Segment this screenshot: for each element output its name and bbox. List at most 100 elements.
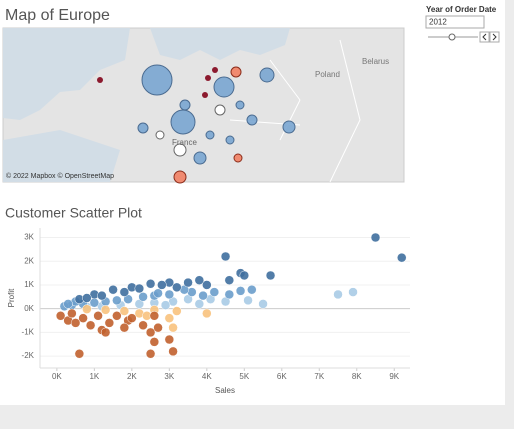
map-bubble [155, 130, 165, 140]
point [149, 311, 160, 321]
point [67, 308, 77, 319]
point [265, 270, 276, 281]
map-bubble [214, 104, 226, 116]
point [164, 334, 175, 345]
chart-title: Customer Scatter Plot [5, 205, 142, 221]
map-label: Belarus [362, 57, 389, 66]
map-bubble [259, 67, 275, 83]
x-tick-label: 6K [277, 372, 287, 381]
point [149, 337, 160, 347]
point [333, 289, 343, 300]
map-bubble [225, 135, 235, 145]
map-bubble [282, 120, 296, 134]
point [258, 299, 268, 309]
point [348, 287, 358, 297]
point [85, 320, 96, 331]
map-bubble [230, 66, 242, 78]
x-tick-label: 5K [239, 372, 249, 381]
point [145, 279, 156, 289]
point [104, 318, 115, 328]
x-tick-label: 7K [314, 372, 324, 381]
map-bubble [170, 109, 196, 135]
point [127, 313, 137, 323]
map-label: France [172, 138, 197, 147]
point [153, 322, 163, 333]
point [119, 306, 130, 316]
map-bubble [173, 143, 187, 157]
map-bubble [233, 153, 243, 163]
filter: Year of Order Date 2012 [425, 5, 500, 43]
filter-input[interactable] [425, 15, 485, 29]
point [172, 282, 182, 293]
map-title: Map of Europe [5, 7, 110, 24]
map-bubble [202, 92, 208, 98]
x-axis-label: Sales [215, 386, 235, 395]
map-bubble [213, 76, 235, 98]
map: Poland Belarus France © 2022 Mapbox © Op… [2, 27, 405, 184]
point [93, 311, 103, 321]
point [119, 287, 130, 297]
point [239, 270, 250, 281]
x-tick-label: 4K [202, 372, 212, 381]
point [247, 284, 257, 295]
y-axis-label: Profit [7, 288, 16, 307]
point [160, 300, 171, 310]
point [183, 277, 193, 288]
point [157, 280, 167, 290]
point [119, 322, 130, 333]
map-bubble [193, 151, 207, 165]
map-bubble [246, 114, 258, 126]
point [78, 313, 88, 323]
x-tick-label: 0K [52, 372, 62, 381]
point [370, 232, 381, 243]
point [97, 290, 107, 301]
point [70, 318, 81, 328]
sea [150, 28, 290, 60]
map-bubble [179, 99, 191, 111]
filter-title: Year of Order Date [426, 5, 497, 14]
sea [3, 28, 130, 120]
point [224, 275, 235, 285]
x-tick-label: 3K [164, 372, 174, 381]
map-bubble [173, 170, 187, 184]
point [74, 349, 85, 359]
point [138, 320, 148, 331]
point [168, 346, 178, 357]
point [220, 251, 231, 262]
map-bubble [137, 122, 149, 134]
prev-button[interactable] [479, 31, 490, 43]
point [397, 252, 407, 263]
map-bubble [205, 75, 211, 81]
y-tick-label: 0K [24, 304, 34, 313]
point [243, 295, 253, 306]
point [164, 313, 175, 323]
x-tick-label: 8K [352, 372, 362, 381]
map-attribution: © 2022 Mapbox © OpenStreetMap [6, 172, 114, 180]
point [134, 283, 145, 294]
point [198, 290, 208, 301]
point [209, 287, 220, 297]
point [168, 322, 178, 333]
x-tick-label: 9K [389, 372, 399, 381]
slider-handle[interactable] [448, 33, 456, 41]
point [194, 275, 205, 285]
point [100, 327, 111, 338]
point [145, 327, 156, 338]
point [108, 284, 118, 295]
next-button[interactable] [489, 31, 500, 43]
point [55, 311, 66, 321]
point [235, 286, 246, 296]
point [138, 292, 148, 302]
next-icon [492, 33, 497, 41]
map-bubble [141, 64, 173, 96]
point [202, 308, 212, 319]
point [100, 305, 111, 315]
y-tick-label: -2K [22, 351, 35, 360]
point [153, 288, 163, 299]
point [82, 304, 92, 314]
y-tick-label: -1K [22, 328, 35, 337]
x-tick-label: 1K [89, 372, 99, 381]
map-label: Poland [315, 70, 340, 79]
